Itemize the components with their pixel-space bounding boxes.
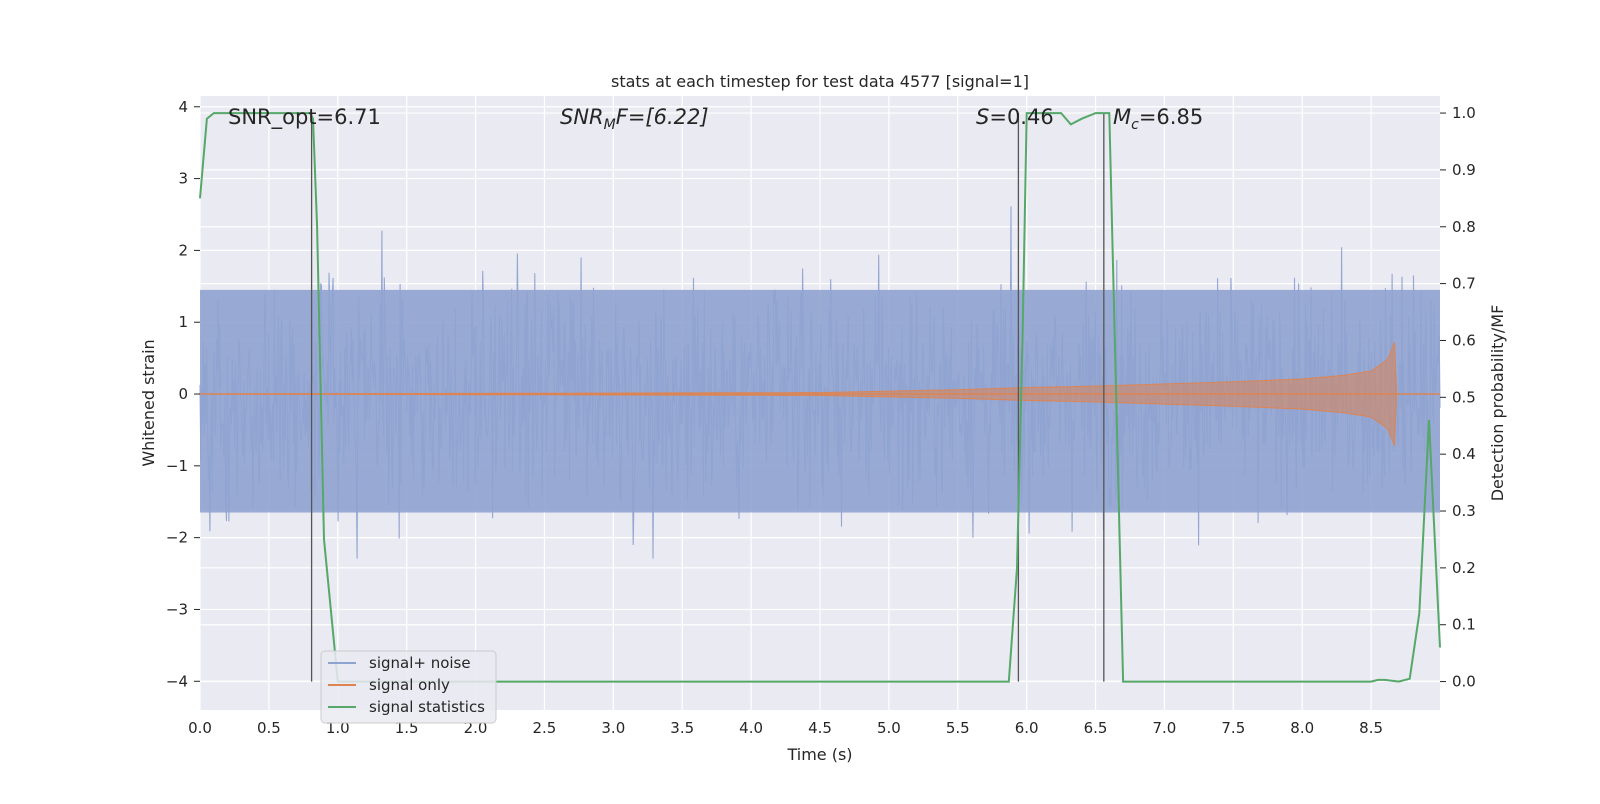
x-tick-label-9: 4.5 bbox=[808, 719, 832, 737]
y-right-axis-ticks: 0.0 0.1 0.2 0.3 0.4 0.5 0.6 0.7 0.8 0.9 1.0 bbox=[1440, 104, 1476, 691]
chart-title: stats at each timestep for test data 457… bbox=[611, 72, 1029, 91]
x-axis-label: Time (s) bbox=[786, 745, 852, 764]
annotation-snr-opt: SNR_opt=6.71 bbox=[228, 105, 381, 130]
x-tick-label-12: 6.0 bbox=[1015, 719, 1039, 737]
annotation-mc: Mc=6.85 bbox=[1113, 105, 1203, 133]
y-right-tick-label-4: 0.4 bbox=[1452, 445, 1476, 463]
x-tick-label-11: 5.5 bbox=[946, 719, 970, 737]
y-left-tick-label-1: −3 bbox=[166, 600, 188, 618]
vertical-markers bbox=[310, 113, 1105, 682]
y-right-tick-label-10: 1.0 bbox=[1452, 104, 1476, 122]
annotation-s: S=0.46 bbox=[976, 105, 1054, 129]
x-tick-label-10: 5.0 bbox=[877, 719, 901, 737]
legend-label-signal-only: signal only bbox=[369, 676, 450, 694]
y-right-tick-label-8: 0.8 bbox=[1452, 218, 1476, 236]
x-tick-label-7: 3.5 bbox=[670, 719, 694, 737]
legend-box bbox=[320, 650, 497, 724]
y-left-tick-label-8: 4 bbox=[178, 98, 188, 116]
y-right-tick-label-5: 0.5 bbox=[1452, 388, 1476, 406]
signal-statistics-line bbox=[199, 112, 1441, 683]
legend: signal+ noise signal only signal statist… bbox=[320, 650, 497, 724]
y-right-tick-label-0: 0.0 bbox=[1452, 673, 1476, 691]
x-tick-label-13: 6.5 bbox=[1084, 719, 1108, 737]
legend-label-signal-statistics: signal statistics bbox=[369, 698, 485, 716]
x-tick-label-8: 4.0 bbox=[739, 719, 763, 737]
x-tick-label-5: 2.5 bbox=[533, 719, 557, 737]
y-right-tick-label-6: 0.6 bbox=[1452, 331, 1476, 349]
x-tick-label-15: 7.5 bbox=[1221, 719, 1245, 737]
x-tick-label-1: 0.5 bbox=[257, 719, 281, 737]
y-right-tick-label-3: 0.3 bbox=[1452, 502, 1476, 520]
x-tick-label-14: 7.0 bbox=[1153, 719, 1177, 737]
y-left-tick-label-3: −1 bbox=[166, 457, 188, 475]
legend-label-signal-noise: signal+ noise bbox=[369, 654, 471, 672]
y-left-tick-label-6: 2 bbox=[178, 241, 188, 259]
y-right-tick-label-1: 0.1 bbox=[1452, 616, 1476, 634]
x-axis-ticks: 0.0 0.5 1.0 1.5 2.0 2.5 3.0 3.5 4.0 4.5 5.0 5.5 6.0 6… bbox=[188, 719, 1383, 737]
y-left-tick-label-0: −4 bbox=[166, 672, 188, 690]
y-left-axis-label: Whitened strain bbox=[139, 339, 158, 466]
y-right-tick-label-7: 0.7 bbox=[1452, 275, 1476, 293]
y-right-tick-label-2: 0.2 bbox=[1452, 559, 1476, 577]
x-tick-label-6: 3.0 bbox=[601, 719, 625, 737]
annotation-snr-mf: SNRMF=[6.22] bbox=[560, 105, 709, 133]
x-tick-label-16: 8.0 bbox=[1290, 719, 1314, 737]
y-left-tick-label-5: 1 bbox=[178, 313, 188, 331]
y-left-axis-ticks: −4 −3 −2 −1 0 1 2 3 4 bbox=[166, 98, 200, 690]
signal-only-series bbox=[200, 342, 1440, 446]
x-tick-label-0: 0.0 bbox=[188, 719, 212, 737]
y-right-tick-label-9: 0.9 bbox=[1452, 161, 1476, 179]
y-left-tick-label-4: 0 bbox=[178, 385, 188, 403]
y-right-axis-label: Detection probability/MF bbox=[1488, 305, 1507, 502]
signal-statistics-series bbox=[199, 112, 1441, 683]
y-left-tick-label-7: 3 bbox=[178, 170, 188, 188]
y-left-tick-label-2: −2 bbox=[166, 529, 188, 547]
x-tick-label-17: 8.5 bbox=[1359, 719, 1383, 737]
